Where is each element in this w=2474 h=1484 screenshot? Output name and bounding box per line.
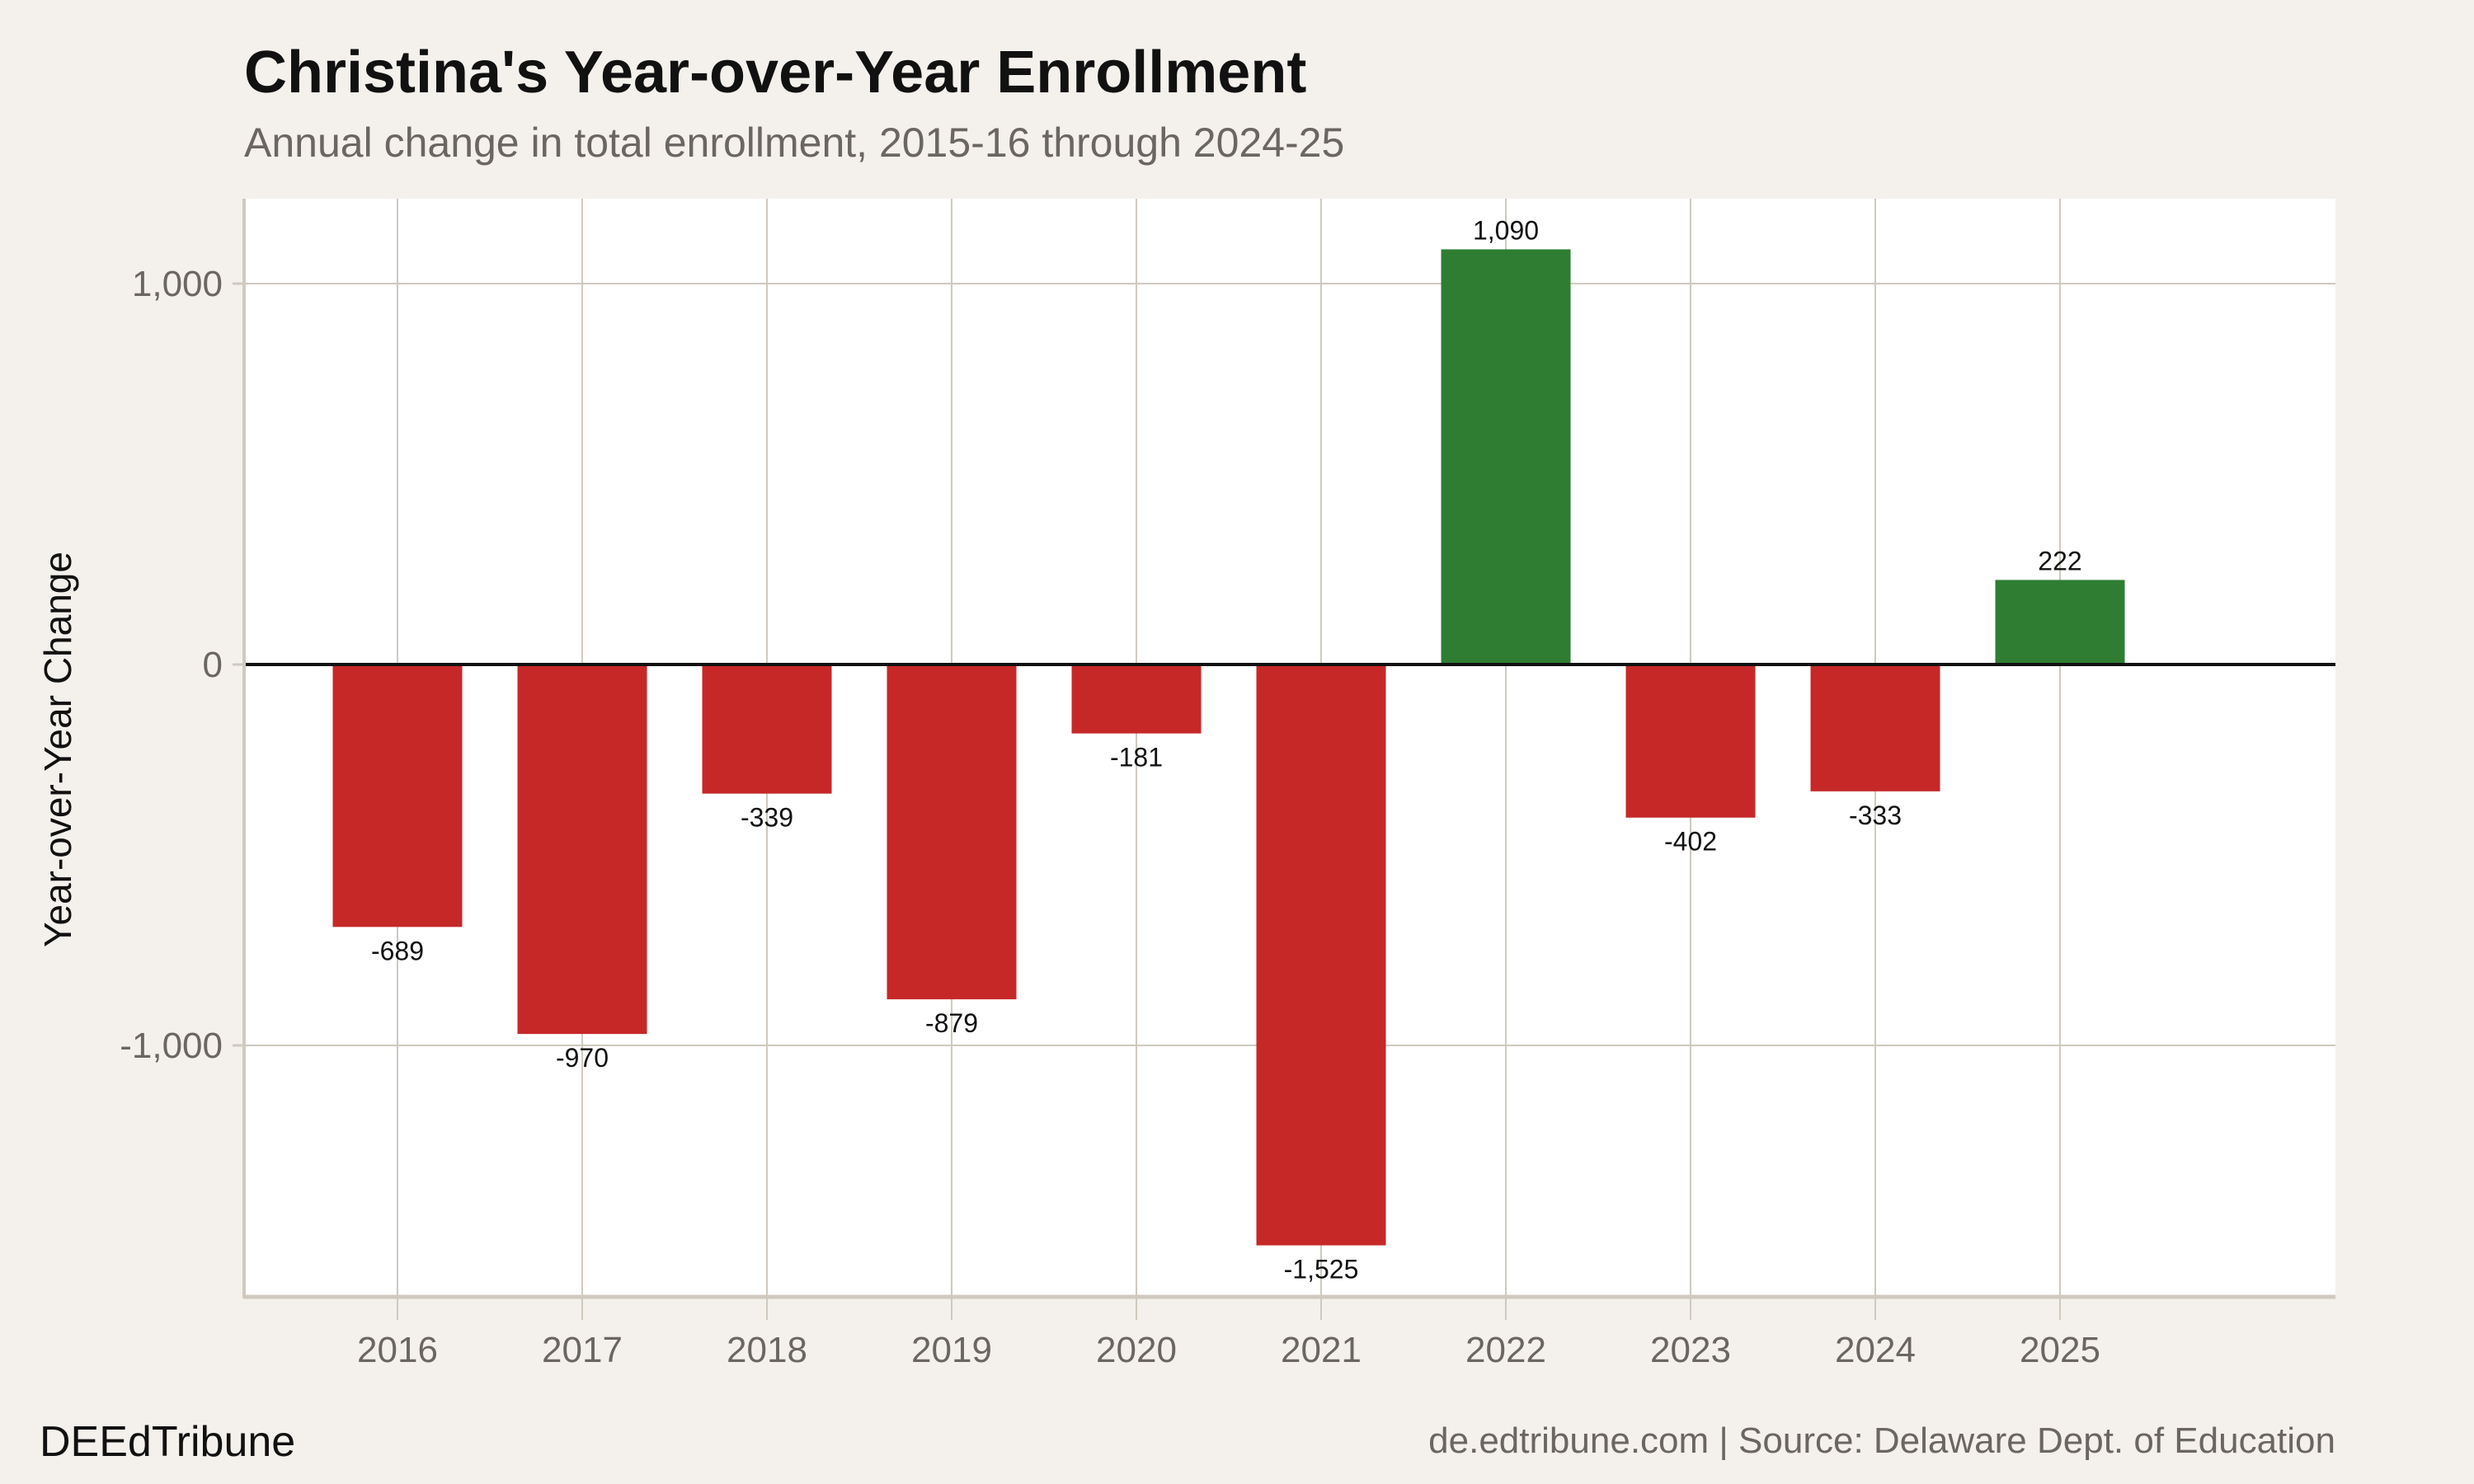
bar-2022 [1441, 249, 1571, 665]
bar-2024 [1810, 665, 1940, 791]
bar-2023 [1625, 665, 1756, 818]
x-tick-label: 2018 [727, 1330, 807, 1370]
data-label-2022: 1,090 [1473, 215, 1539, 245]
data-label-2024: -333 [1849, 801, 1902, 830]
x-tick-label: 2022 [1465, 1330, 1546, 1370]
x-tick-label: 2019 [911, 1330, 992, 1370]
y-tick-label: -1,000 [120, 1026, 223, 1066]
chart-title: Christina's Year-over-Year Enrollment [244, 40, 1306, 106]
footer-source: de.edtribune.com | Source: Delaware Dept… [1428, 1421, 2335, 1461]
x-tick-label: 2016 [357, 1330, 438, 1370]
x-tick-label: 2020 [1096, 1330, 1177, 1370]
bar-2017 [517, 665, 647, 1035]
y-tick-label: 0 [203, 645, 223, 685]
bars [332, 249, 2125, 1246]
data-label-2019: -879 [925, 1008, 978, 1038]
x-tick-label: 2024 [1835, 1330, 1916, 1370]
axes: 1,000 0 -1,000 2016 2017 2018 2019 2020 2021 2022… [120, 199, 2335, 1370]
chart-subtitle: Annual change in total enrollment, 2015-… [244, 120, 1344, 166]
x-tick-label: 2025 [2020, 1330, 2100, 1370]
bar-2020 [1071, 665, 1202, 734]
x-tick-label: 2017 [542, 1330, 623, 1370]
footer-brand: DEEdTribune [40, 1418, 295, 1466]
y-tick-label: 1,000 [132, 264, 223, 304]
bar-2019 [887, 665, 1017, 1000]
data-labels: -689 -970 -339 -879 -181 -1,525 1,090 -402 -333 2… [371, 215, 2082, 1284]
data-label-2020: -181 [1110, 743, 1163, 773]
data-label-2023: -402 [1664, 827, 1717, 857]
data-label-2021: -1,525 [1284, 1255, 1359, 1284]
bar-2025 [1995, 580, 2125, 665]
data-label-2018: -339 [741, 803, 793, 833]
bar-2016 [332, 665, 463, 928]
y-axis-title: Year-over-Year Change [36, 552, 79, 947]
data-label-2016: -689 [371, 936, 424, 965]
x-tick-label: 2021 [1281, 1330, 1362, 1370]
x-tick-label: 2023 [1650, 1330, 1731, 1370]
bar-2021 [1256, 665, 1386, 1246]
bar-2018 [702, 665, 832, 794]
data-label-2025: 222 [2038, 546, 2081, 575]
data-label-2017: -970 [556, 1043, 609, 1073]
